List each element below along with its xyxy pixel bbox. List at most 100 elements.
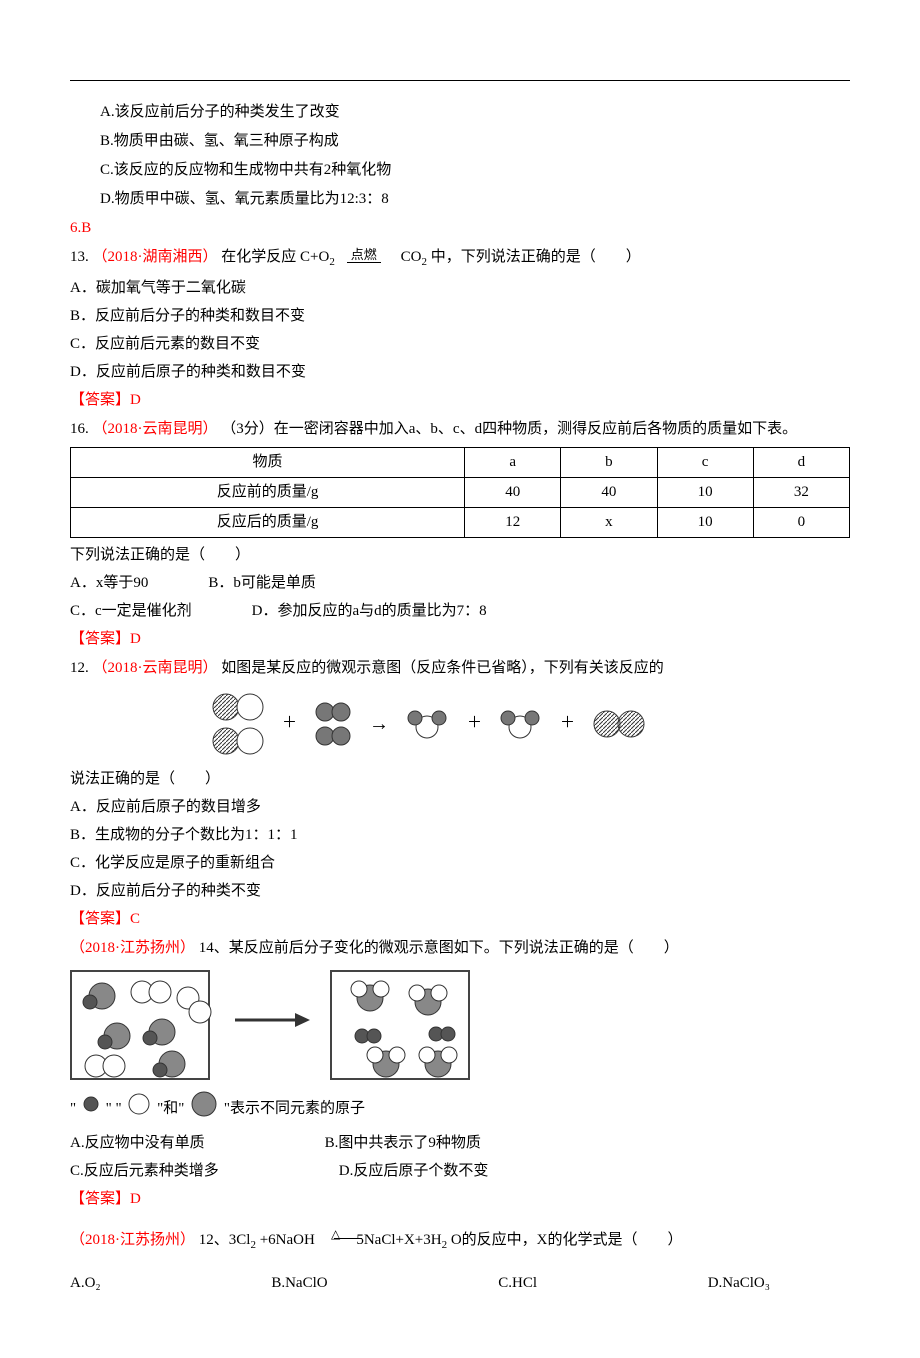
q12b-source: （2018·江苏扬州） xyxy=(70,1232,195,1248)
td: 反应前的质量/g xyxy=(71,477,465,507)
q14-answer: 【答案】D xyxy=(70,1186,850,1213)
q16-source: （2018·云南昆明） xyxy=(93,421,218,437)
q14-text: 14、某反应前后分子变化的微观示意图如下。下列说法正确的是（ ） xyxy=(199,940,679,956)
q14-opts-ab: A.反应物中没有单质 B.图中共表示了9种物质 xyxy=(70,1130,850,1157)
q12-stem: 12. （2018·云南昆明） 如图是某反应的微观示意图（反应条件已省略），下列… xyxy=(70,655,850,682)
q13-num: 13. xyxy=(70,249,89,265)
q12-optB: B．生成物的分子个数比为1：1：1 xyxy=(70,822,850,849)
q13-optA: A．碳加氧气等于二氧化碳 xyxy=(70,275,850,302)
q6-optC: C.该反应的反应物和生成物中共有2种氧化物 xyxy=(70,157,850,184)
q12b-text4: O的反应中，X的化学式是（ ） xyxy=(451,1232,683,1248)
q14-optC: C.反应后元素种类增多 xyxy=(70,1158,219,1185)
q12-text: 如图是某反应的微观示意图（反应条件已省略），下列有关该反应的 xyxy=(221,660,664,676)
q13-cond-top: 点燃 xyxy=(347,247,381,263)
box-before-icon xyxy=(72,972,212,1082)
q16-opts-ab: A．x等于90 B．b可能是单质 xyxy=(70,570,850,597)
table-row: 反应后的质量/g 12 x 10 0 xyxy=(71,507,850,537)
th-b: b xyxy=(561,447,657,477)
q6-optA: A.该反应前后分子的种类发生了改变 xyxy=(70,99,850,126)
td: 12 xyxy=(465,507,561,537)
q12b-optA: A.O₂ xyxy=(70,1270,101,1297)
q14-optB: B.图中共表示了9种物质 xyxy=(325,1130,481,1157)
td: 0 xyxy=(753,507,849,537)
q13-cond-bot xyxy=(384,247,405,262)
doc-divider xyxy=(70,80,850,81)
q14-optD: D.反应后原子个数不变 xyxy=(339,1158,489,1185)
q16-num: 16. xyxy=(70,421,89,437)
q16-optD: D．参加反应的a与d的质量比为7：8 xyxy=(252,598,487,625)
product-2-icon xyxy=(498,709,544,739)
reactant-1 xyxy=(210,692,266,756)
reactant-2 xyxy=(313,701,353,747)
q12-diagram: ＋ → ＋ ＋ xyxy=(210,692,850,756)
q16-optC: C．c一定是催化剂 xyxy=(70,598,192,625)
q12-optC: C．化学反应是原子的重新组合 xyxy=(70,850,850,877)
q12-after: 说法正确的是（ ） xyxy=(70,766,850,793)
molecule-icon xyxy=(210,692,266,722)
q6-optB: B.物质甲由碳、氢、氧三种原子构成 xyxy=(70,128,850,155)
q12b-optC: C.HCl xyxy=(498,1270,537,1297)
q12b-condition: △ xyxy=(322,1228,350,1252)
plus-icon: ＋ xyxy=(467,710,482,737)
molecule-icon xyxy=(210,726,266,756)
q16-answer: 【答案】D xyxy=(70,626,850,653)
td: x xyxy=(561,507,657,537)
table-row: 物质 a b c d xyxy=(71,447,850,477)
q14-optA: A.反应物中没有单质 xyxy=(70,1130,205,1157)
q13-optB: B．反应前后分子的种类和数目不变 xyxy=(70,303,850,330)
legend-mid1: " " xyxy=(106,1100,122,1116)
q12b-stem: （2018·江苏扬州） 12、3Cl2 +6NaOH △ 5NaCl+X+3H2… xyxy=(70,1227,850,1256)
q12b-optB: B.NaClO xyxy=(271,1270,327,1297)
q12-num: 12. xyxy=(70,660,89,676)
q12-optA: A．反应前后原子的数目增多 xyxy=(70,794,850,821)
atom-small-dark-icon xyxy=(82,1095,100,1123)
legend-pre: " xyxy=(70,1100,76,1116)
q13-stem: 13. （2018·湖南湘西） 在化学反应 C+O2 点燃 CO2 中，下列说法… xyxy=(70,244,850,273)
q16-optB: B．b可能是单质 xyxy=(208,570,316,597)
td: 10 xyxy=(657,507,753,537)
q12-source: （2018·云南昆明） xyxy=(93,660,218,676)
th-d: d xyxy=(753,447,849,477)
th-sub: 物质 xyxy=(71,447,465,477)
q14-opts-cd: C.反应后元素种类增多 D.反应后原子个数不变 xyxy=(70,1158,850,1185)
q13-answer: 【答案】D xyxy=(70,387,850,414)
q12b-opts: A.O₂ B.NaClO C.HCl D.NaClO₃ xyxy=(70,1270,850,1297)
q14-source: （2018·江苏扬州） xyxy=(70,940,195,956)
q16-stem: 16. （2018·云南昆明） （3分）在一密闭容器中加入a、b、c、d四种物质… xyxy=(70,416,850,443)
q14-stem: （2018·江苏扬州） 14、某反应前后分子变化的微观示意图如下。下列说法正确的… xyxy=(70,935,850,962)
td: 反应后的质量/g xyxy=(71,507,465,537)
legend-tail: "表示不同元素的原子 xyxy=(224,1100,365,1116)
plus-icon: ＋ xyxy=(282,710,297,737)
td: 40 xyxy=(465,477,561,507)
atom-gray-icon xyxy=(190,1090,218,1128)
th-c: c xyxy=(657,447,753,477)
q14-legend: " " " "和" "表示不同元素的原子 xyxy=(70,1090,850,1128)
q6-answer: 6.B xyxy=(70,215,850,242)
q13-optD: D．反应前后原子的种类和数目不变 xyxy=(70,359,850,386)
molecule-icon xyxy=(313,701,353,723)
product-1-icon xyxy=(405,709,451,739)
q12b-optD: D.NaClO₃ xyxy=(708,1270,770,1297)
q12-optD: D．反应前后分子的种类不变 xyxy=(70,878,850,905)
q13-source: （2018·湖南湘西） xyxy=(93,249,218,265)
q12b-text3: 5NaCl+X+3H xyxy=(356,1232,441,1248)
q16-optA: A．x等于90 xyxy=(70,570,148,597)
q16-after: 下列说法正确的是（ ） xyxy=(70,542,850,569)
q12b-text2: +6NaOH xyxy=(260,1232,315,1248)
product-3-icon xyxy=(591,709,647,739)
plus-icon: ＋ xyxy=(560,710,575,737)
q13-text3: 中，下列说法正确的是（ ） xyxy=(431,249,641,265)
th-a: a xyxy=(465,447,561,477)
q12b-text1: 12、3Cl xyxy=(199,1232,251,1248)
before-box xyxy=(70,970,210,1080)
q16-text: （3分）在一密闭容器中加入a、b、c、d四种物质，测得反应前后各物质的质量如下表… xyxy=(221,421,797,437)
after-box xyxy=(330,970,470,1080)
q16-opts-cd: C．c一定是催化剂 D．参加反应的a与d的质量比为7：8 xyxy=(70,598,850,625)
molecule-icon xyxy=(313,725,353,747)
box-after-icon xyxy=(332,972,472,1082)
atom-white-icon xyxy=(127,1092,151,1126)
q13-optC: C．反应前后元素的数目不变 xyxy=(70,331,850,358)
table-row: 反应前的质量/g 40 40 10 32 xyxy=(71,477,850,507)
arrow-big-icon xyxy=(230,1005,310,1045)
legend-mid2: "和" xyxy=(157,1100,184,1116)
